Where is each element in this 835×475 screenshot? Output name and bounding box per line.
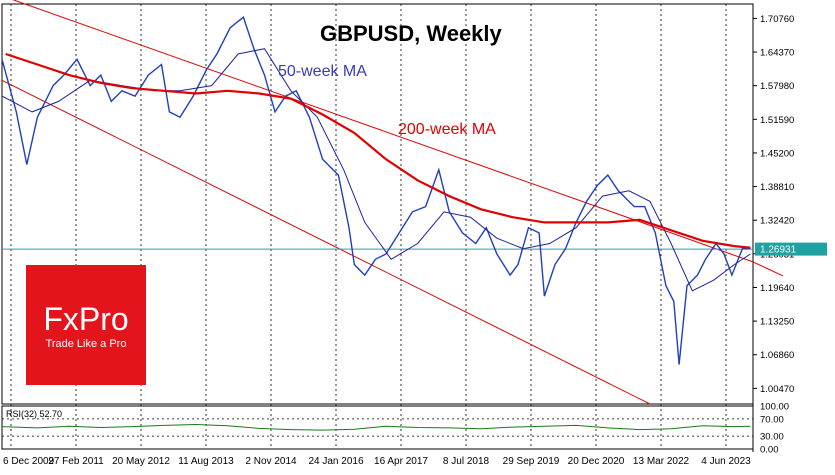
ma50-label: 50-week MA (278, 63, 367, 80)
rsi-tick-label: 0.00 (760, 445, 779, 456)
fxpro-logo: FxPro Trade Like a Pro (26, 265, 146, 385)
date-tick-label: 6 Dec 2009 (3, 456, 55, 467)
date-tick-label: 4 Jun 2023 (701, 456, 751, 467)
price-tick-label: 1.06860 (760, 350, 794, 361)
date-tick-label: 20 May 2012 (112, 456, 170, 467)
price-tick-label: 1.51590 (760, 115, 794, 126)
rsi-label: RSI(32) 52.70 (6, 409, 62, 419)
rsi-tick-label: 100.00 (760, 402, 789, 413)
price-tick-label: 1.57980 (760, 81, 794, 92)
price-tick-label: 1.19640 (760, 283, 794, 294)
rsi-tick-label: 30.00 (760, 432, 784, 443)
price-tick-label: 1.32420 (760, 216, 794, 227)
price-tick-label: 1.00470 (760, 384, 794, 395)
chart-title: GBPUSD, Weekly (320, 21, 503, 46)
date-tick-label: 11 Aug 2013 (178, 456, 234, 467)
current-price-value: 1.26931 (760, 245, 797, 256)
ma200-series (5, 52, 751, 249)
price-tick-label: 1.38810 (760, 182, 794, 193)
channel-upper-extension (752, 261, 784, 277)
date-tick-label: 16 Apr 2017 (374, 456, 428, 467)
ma200-label: 200-week MA (398, 121, 496, 138)
logo-name: FxPro (43, 301, 128, 337)
price-tick-label: 1.45200 (760, 148, 794, 159)
channel-lower-line (1, 79, 651, 405)
price-tick-label: 1.64370 (760, 48, 794, 59)
date-tick-label: 20 Dec 2020 (568, 456, 625, 467)
price-tick-label: 1.13250 (760, 317, 794, 328)
channel-upper-line (12, 0, 754, 263)
rsi-tick-label: 70.00 (760, 414, 784, 425)
logo-tagline: Trade Like a Pro (46, 338, 127, 350)
date-tick-label: 13 Mar 2022 (633, 456, 690, 467)
date-tick-label: 24 Jan 2016 (308, 456, 363, 467)
price-tick-label: 1.70760 (760, 14, 794, 25)
date-tick-label: 2 Nov 2014 (245, 456, 297, 467)
rsi-series (1, 423, 751, 431)
date-tick-label: 8 Jul 2018 (443, 456, 490, 467)
date-tick-label: 27 Feb 2011 (48, 456, 104, 467)
current-price-tag (755, 242, 827, 256)
logo-background (26, 265, 146, 385)
date-tick-label: 29 Sep 2019 (503, 456, 560, 467)
